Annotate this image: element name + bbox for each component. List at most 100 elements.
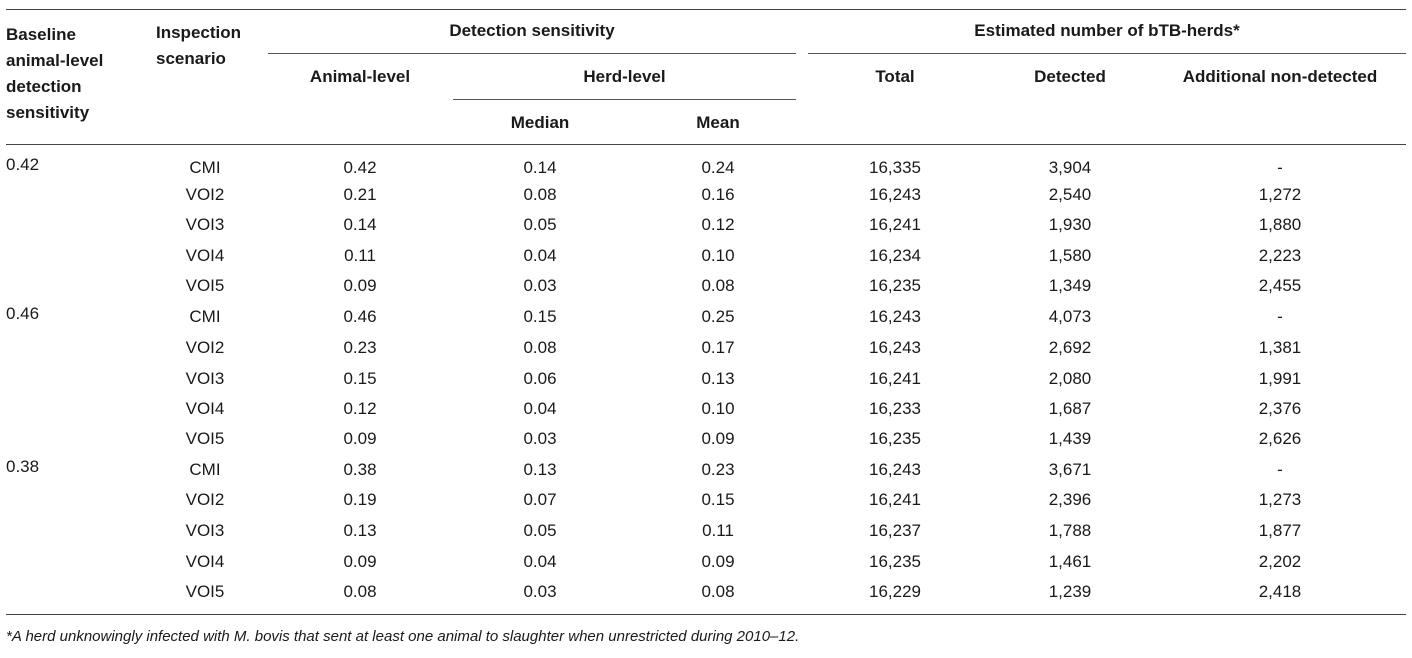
additional-cell: 2,223	[1258, 246, 1302, 265]
mean-cell: 0.25	[701, 307, 735, 326]
total-cell: 16,243	[869, 338, 921, 357]
animal-level-cell: 0.19	[343, 490, 377, 509]
scenario-cell: VOI2	[185, 185, 225, 204]
mean-cell: 0.10	[701, 246, 735, 265]
detection-group-rule	[268, 53, 796, 54]
scenario-cell: VOI5	[185, 582, 225, 601]
mean-cell: 0.23	[701, 460, 735, 479]
detected-cell: 2,396	[1048, 490, 1092, 509]
mean-cell: 0.09	[701, 552, 735, 571]
total-cell: 16,243	[869, 307, 921, 326]
top-rule	[6, 9, 1406, 10]
baseline-header-line: detection	[6, 77, 82, 96]
mean-cell: 0.15	[701, 490, 735, 509]
scenario-cell: VOI2	[185, 338, 225, 357]
detected-cell: 1,687	[1048, 399, 1092, 418]
additional-cell: 2,376	[1258, 399, 1302, 418]
median-cell: 0.07	[523, 490, 557, 509]
mean-cell: 0.16	[701, 185, 735, 204]
total-cell: 16,233	[869, 399, 921, 418]
additional-cell: 1,381	[1258, 338, 1302, 357]
baseline-header-line: animal-level	[6, 51, 104, 70]
scenario-cell: CMI	[189, 460, 221, 479]
total-header: Total	[875, 67, 915, 86]
total-cell: 16,229	[869, 582, 921, 601]
detected-cell: 3,671	[1048, 460, 1092, 479]
mean-cell: 0.13	[701, 369, 735, 388]
detected-cell: 1,461	[1048, 552, 1092, 571]
median-cell: 0.08	[523, 338, 557, 357]
animal-level-cell: 0.09	[343, 276, 377, 295]
detected-cell: 1,788	[1048, 521, 1092, 540]
scenario-cell: VOI5	[185, 276, 225, 295]
median-cell: 0.04	[523, 246, 557, 265]
estimated-group-rule	[808, 53, 1406, 54]
additional-cell: -	[1277, 307, 1283, 326]
median-cell: 0.03	[523, 582, 557, 601]
animal-level-cell: 0.21	[343, 185, 377, 204]
mean-cell: 0.11	[702, 521, 734, 540]
mean-cell: 0.12	[701, 215, 735, 234]
total-cell: 16,335	[869, 158, 921, 177]
herd-level-rule	[453, 99, 796, 100]
detected-cell: 2,692	[1048, 338, 1092, 357]
additional-cell: 2,202	[1258, 552, 1302, 571]
estimated-herds-header: Estimated number of bTB-herds*	[974, 21, 1240, 40]
total-cell: 16,237	[869, 521, 921, 540]
mean-cell: 0.10	[701, 399, 735, 418]
additional-cell: 2,626	[1258, 429, 1302, 448]
additional-non-detected-header: Additional non-detected	[1182, 67, 1378, 86]
animal-level-cell: 0.11	[344, 246, 376, 265]
baseline-cell: 0.42	[6, 155, 40, 174]
detected-cell: 2,540	[1048, 185, 1092, 204]
detected-cell: 4,073	[1048, 307, 1092, 326]
additional-cell: 1,991	[1258, 369, 1302, 388]
scenario-header-line: scenario	[156, 49, 226, 68]
animal-level-header: Animal-level	[309, 67, 411, 86]
scenario-cell: VOI5	[185, 429, 225, 448]
detected-cell: 3,904	[1048, 158, 1092, 177]
scenario-cell: VOI4	[185, 246, 225, 265]
mean-cell: 0.08	[701, 276, 735, 295]
total-cell: 16,243	[869, 185, 921, 204]
median-cell: 0.03	[523, 276, 557, 295]
scenario-cell: CMI	[189, 307, 221, 326]
animal-level-cell: 0.13	[343, 521, 377, 540]
scenario-cell: VOI3	[185, 521, 225, 540]
herd-level-header: Herd-level	[583, 67, 666, 86]
detected-header: Detected	[1034, 67, 1106, 86]
additional-cell: -	[1277, 460, 1283, 479]
mean-cell: 0.17	[701, 338, 735, 357]
footnote: *A herd unknowingly infected with M. bov…	[6, 628, 800, 645]
total-cell: 16,235	[869, 552, 921, 571]
total-cell: 16,243	[869, 460, 921, 479]
additional-cell: 2,455	[1258, 276, 1302, 295]
median-cell: 0.05	[523, 521, 557, 540]
median-cell: 0.04	[523, 552, 557, 571]
baseline-cell: 0.46	[6, 304, 40, 323]
median-cell: 0.08	[523, 185, 557, 204]
additional-cell: -	[1277, 158, 1283, 177]
animal-level-cell: 0.15	[343, 369, 377, 388]
total-cell: 16,235	[869, 276, 921, 295]
total-cell: 16,241	[869, 215, 921, 234]
baseline-header-line: sensitivity	[6, 103, 90, 122]
animal-level-cell: 0.38	[343, 460, 377, 479]
total-cell: 16,241	[869, 369, 921, 388]
mean-header: Mean	[696, 113, 740, 132]
detected-cell: 1,349	[1048, 276, 1092, 295]
scenario-header: Inspection scenario	[156, 20, 241, 72]
detected-cell: 1,930	[1048, 215, 1092, 234]
scenario-cell: VOI3	[185, 369, 225, 388]
scenario-cell: VOI4	[185, 552, 225, 571]
mean-cell: 0.08	[701, 582, 735, 601]
animal-level-cell: 0.08	[343, 582, 377, 601]
animal-level-cell: 0.12	[343, 399, 377, 418]
median-cell: 0.06	[523, 369, 557, 388]
median-header: Median	[510, 113, 570, 132]
additional-cell: 1,880	[1258, 215, 1302, 234]
additional-cell: 1,273	[1258, 490, 1302, 509]
baseline-header: Baseline animal-level detection sensitiv…	[6, 22, 103, 126]
animal-level-cell: 0.42	[343, 158, 377, 177]
animal-level-cell: 0.46	[343, 307, 377, 326]
